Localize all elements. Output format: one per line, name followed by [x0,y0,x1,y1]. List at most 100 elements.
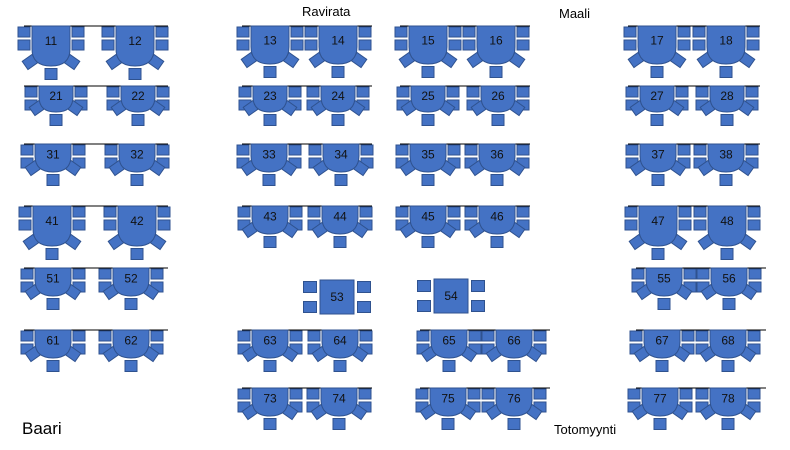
table[interactable]: 38 [693,143,759,186]
table[interactable]: 44 [307,205,373,248]
chair [157,219,171,231]
table[interactable]: 68 [695,329,761,372]
table[interactable]: 43 [237,205,303,248]
chair [624,206,638,218]
chair [624,219,638,231]
chair [72,219,86,231]
table[interactable]: 36 [464,143,530,186]
chair [304,26,318,38]
table[interactable]: 74 [306,387,372,430]
chair [693,206,707,218]
chair [71,39,85,51]
table[interactable]: 51 [20,267,86,310]
table-number: 24 [331,89,345,103]
table[interactable]: 41 [18,205,86,260]
table[interactable]: 13 [236,25,304,78]
chair [236,39,250,51]
chair [481,330,495,342]
chair [44,68,58,80]
table[interactable]: 46 [464,205,530,248]
chair [696,268,710,280]
table[interactable]: 73 [237,387,303,430]
chair [103,219,117,231]
chair [421,66,435,78]
table[interactable]: 12 [101,25,169,80]
chair [447,144,461,156]
table[interactable]: 24 [306,85,370,126]
table[interactable]: 17 [623,25,691,78]
table[interactable]: 55 [631,267,697,310]
table[interactable]: 32 [104,143,170,186]
table[interactable]: 54 [417,278,485,314]
chair [516,144,530,156]
chair [415,388,429,400]
table[interactable]: 47 [624,205,692,260]
table[interactable]: 45 [395,205,461,248]
table[interactable]: 64 [307,329,373,372]
table-surface [321,329,359,359]
table[interactable]: 31 [20,143,86,186]
table-surface [408,25,448,65]
table[interactable]: 27 [625,85,689,126]
table[interactable]: 53 [303,279,371,315]
table[interactable]: 16 [462,25,530,78]
table-surface [318,25,358,65]
chair [421,174,435,186]
table[interactable]: 78 [695,387,761,430]
table-number: 28 [720,89,734,103]
table-surface [320,387,358,417]
table[interactable]: 77 [627,387,693,430]
table[interactable]: 66 [481,329,547,372]
chair [650,66,664,78]
table-number: 54 [444,289,458,303]
table-surface [429,387,467,417]
table-number: 31 [46,148,60,162]
chair [20,144,34,156]
table[interactable]: 61 [20,329,86,372]
table[interactable]: 52 [98,267,164,310]
table[interactable]: 11 [17,25,85,80]
table[interactable]: 42 [103,205,171,260]
table-number: 51 [46,272,60,286]
chair [446,86,460,98]
table[interactable]: 34 [308,143,374,186]
table-number: 63 [263,334,277,348]
table[interactable]: 48 [693,205,761,260]
table-number: 65 [442,334,456,348]
table[interactable]: 62 [98,329,164,372]
table-number: 55 [657,272,671,286]
table-number: 37 [651,148,665,162]
table[interactable]: 65 [416,329,482,372]
chair [746,26,760,38]
table-number: 52 [124,272,138,286]
table[interactable]: 63 [237,329,303,372]
table[interactable]: 15 [394,25,462,78]
table[interactable]: 35 [395,143,461,186]
chair [657,298,671,310]
table-number: 74 [332,392,346,406]
table[interactable]: 23 [238,85,302,126]
table[interactable]: 75 [415,387,481,430]
table[interactable]: 37 [625,143,691,186]
table[interactable]: 25 [396,85,460,126]
table[interactable]: 56 [696,267,762,310]
chair [651,248,665,260]
chair [747,206,761,218]
table[interactable]: 22 [106,85,170,126]
table-number: 45 [421,210,435,224]
table[interactable]: 18 [692,25,760,78]
table[interactable]: 21 [24,85,88,126]
chair [236,26,250,38]
table[interactable]: 33 [236,143,302,186]
table[interactable]: 76 [481,387,547,430]
table[interactable]: 14 [304,25,372,78]
table[interactable]: 26 [466,85,530,126]
table-number: 18 [719,33,733,47]
table-surface [430,329,468,359]
chair [303,281,317,293]
table[interactable]: 67 [629,329,695,372]
chair [516,206,530,218]
chair [303,301,317,313]
table[interactable]: 28 [695,85,759,126]
